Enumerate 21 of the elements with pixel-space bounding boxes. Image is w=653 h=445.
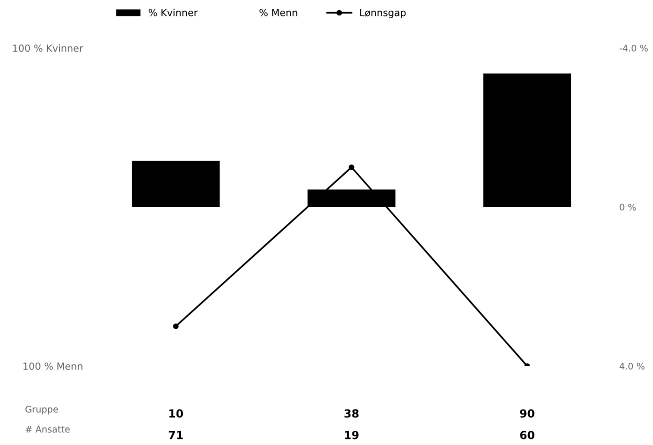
x-tick-label: 38 (344, 409, 359, 418)
bar (308, 190, 396, 207)
legend-label: % Kvinner (148, 8, 198, 16)
y2-tick-label: 4.0 % (620, 362, 644, 370)
point (173, 323, 179, 330)
text: 60 (520, 430, 534, 440)
x-tick-label: 10 (169, 409, 184, 418)
y-tick-label: 100 % Kvinner (13, 44, 84, 52)
x-tick-label: 90 (520, 409, 534, 418)
text: # Ansatte (26, 426, 70, 433)
bar (483, 73, 572, 207)
y2-tick-label: 0 % (620, 204, 636, 211)
text: % Menn (259, 8, 298, 16)
y2-tick-label: -4.0 % (620, 44, 648, 52)
text: 71 (168, 430, 183, 440)
legend-label: Lønnsgap (360, 9, 406, 18)
bar (132, 160, 220, 207)
text: 19 (345, 430, 359, 440)
text: Gruppe (26, 406, 58, 414)
point (348, 164, 354, 170)
y-tick-label: 100 % Menn (24, 362, 82, 370)
